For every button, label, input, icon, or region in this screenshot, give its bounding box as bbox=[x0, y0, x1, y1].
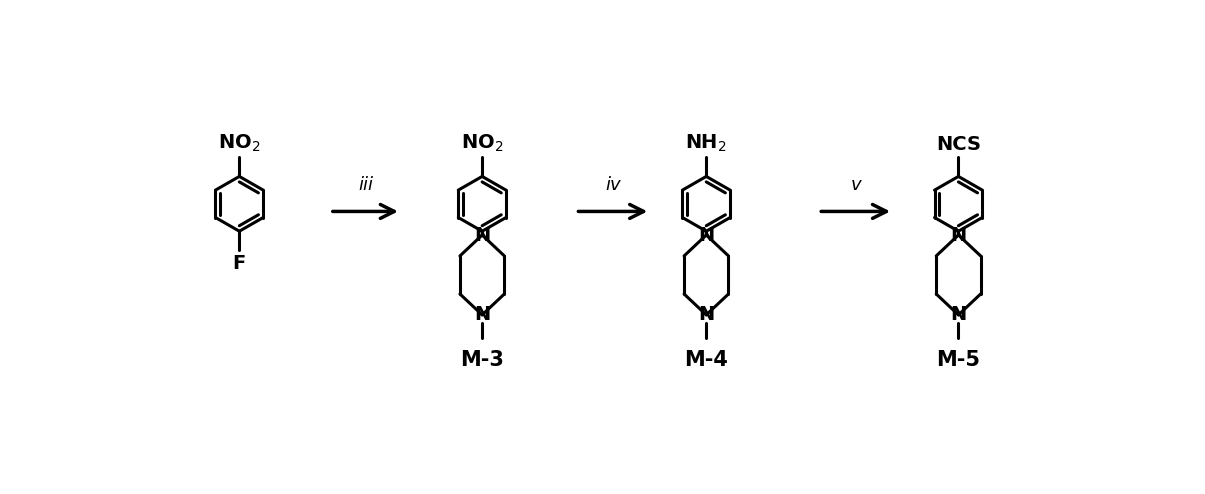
Text: N: N bbox=[474, 305, 490, 325]
Text: N: N bbox=[698, 226, 715, 245]
Text: iii: iii bbox=[358, 176, 372, 194]
Text: N: N bbox=[951, 305, 966, 325]
Text: N: N bbox=[474, 226, 490, 245]
Text: M-4: M-4 bbox=[684, 350, 728, 370]
Text: M-5: M-5 bbox=[936, 350, 981, 370]
Text: N: N bbox=[951, 226, 966, 245]
Text: NO$_2$: NO$_2$ bbox=[462, 132, 504, 154]
Text: NCS: NCS bbox=[936, 134, 981, 154]
Text: iv: iv bbox=[605, 176, 621, 194]
Text: NO$_2$: NO$_2$ bbox=[218, 132, 260, 154]
Text: N: N bbox=[698, 305, 715, 325]
Text: NH$_2$: NH$_2$ bbox=[686, 132, 727, 154]
Text: v: v bbox=[851, 176, 862, 194]
Text: F: F bbox=[233, 254, 246, 273]
Text: M-3: M-3 bbox=[460, 350, 504, 370]
